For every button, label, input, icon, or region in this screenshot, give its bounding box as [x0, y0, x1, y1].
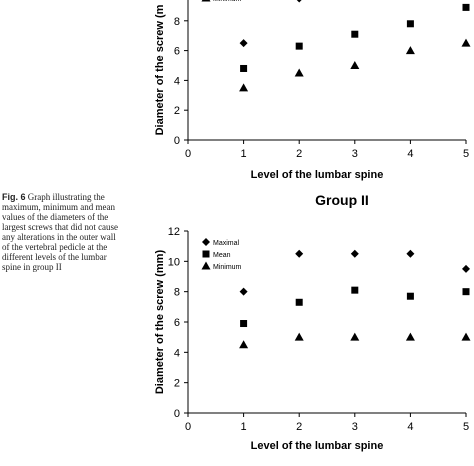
y-tick-label: 0	[174, 135, 180, 147]
data-point-mean	[462, 288, 470, 296]
data-point-maximal	[239, 287, 248, 296]
data-point-maximal	[239, 39, 248, 48]
data-point-minimum	[239, 83, 249, 92]
data-point-minimum	[294, 332, 304, 341]
legend-label: Minimum	[213, 0, 242, 3]
data-point-mean	[351, 286, 359, 294]
data-point-mean	[406, 292, 414, 300]
y-tick-label: 6	[174, 317, 180, 329]
legend-marker	[201, 261, 211, 270]
caption-label: Fig. 6	[2, 192, 26, 202]
legend-label: Minimum	[213, 264, 242, 271]
x-tick-label: 5	[463, 421, 469, 433]
x-tick-label: 5	[463, 148, 469, 160]
y-tick-label: 2	[174, 105, 180, 117]
chart-1: 0 1 2 3 4 5 0 2 4 6 8 Level of the lumbar spine Diam…	[154, 0, 471, 181]
x-tick-label: 3	[352, 421, 358, 433]
x-axis-label: Level of the lumbar spine	[251, 440, 384, 452]
y-tick-label: 4	[174, 347, 180, 359]
y-tick-label: 2	[174, 378, 180, 390]
y-tick-label: 8	[174, 16, 180, 28]
x-tick-label: 1	[241, 421, 247, 433]
data-point-minimum	[239, 340, 249, 349]
y-tick-label: 4	[174, 75, 180, 87]
data-point-mean	[351, 30, 359, 38]
legend-marker	[202, 238, 210, 246]
y-tick-label: 10	[168, 256, 180, 268]
legend-label: Mean	[213, 252, 231, 259]
x-axis-label: Level of the lumbar spine	[251, 169, 384, 181]
x-tick-label: 2	[296, 148, 302, 160]
data-point-mean	[462, 3, 470, 11]
x-tick-label: 4	[407, 148, 413, 160]
caption-text: Graph illustrating the maximum, minimum …	[2, 192, 119, 272]
legend-marker	[202, 250, 210, 258]
data-point-mean	[240, 64, 248, 72]
data-point-minimum	[461, 38, 471, 47]
legend-marker	[201, 0, 211, 2]
data-point-minimum	[461, 332, 471, 341]
chart-title: Group II	[315, 192, 369, 208]
y-tick-label: 8	[174, 287, 180, 299]
data-point-maximal	[295, 249, 304, 258]
data-point-minimum	[350, 61, 360, 69]
y-axis-label: Diameter of the screw (mm)	[154, 250, 166, 395]
x-tick-label: 2	[296, 421, 302, 433]
data-point-mean	[295, 42, 303, 50]
legend-label: Maximal	[213, 240, 240, 247]
y-tick-label: 0	[174, 408, 180, 420]
x-tick-label: 4	[407, 421, 413, 433]
data-point-minimum	[405, 332, 415, 341]
data-point-minimum	[294, 68, 304, 77]
data-point-mean	[295, 298, 303, 306]
y-axis-label: Diameter of the screw (m	[154, 4, 166, 135]
data-point-mean	[240, 320, 248, 328]
data-point-minimum	[350, 332, 360, 341]
data-point-maximal	[296, 0, 302, 3]
data-point-mean	[406, 20, 414, 28]
x-tick-label: 1	[241, 148, 247, 160]
x-tick-label: 3	[352, 148, 358, 160]
x-tick-label: 0	[185, 148, 191, 160]
figure-caption: Fig. 6 Graph illustrating the maximum, m…	[2, 192, 120, 272]
data-point-minimum	[405, 46, 415, 55]
data-point-maximal	[350, 249, 359, 258]
x-tick-label: 0	[185, 421, 191, 433]
y-tick-label: 6	[174, 46, 180, 58]
data-point-maximal	[462, 264, 470, 273]
data-point-maximal	[406, 249, 415, 258]
y-tick-label: 12	[168, 226, 180, 238]
